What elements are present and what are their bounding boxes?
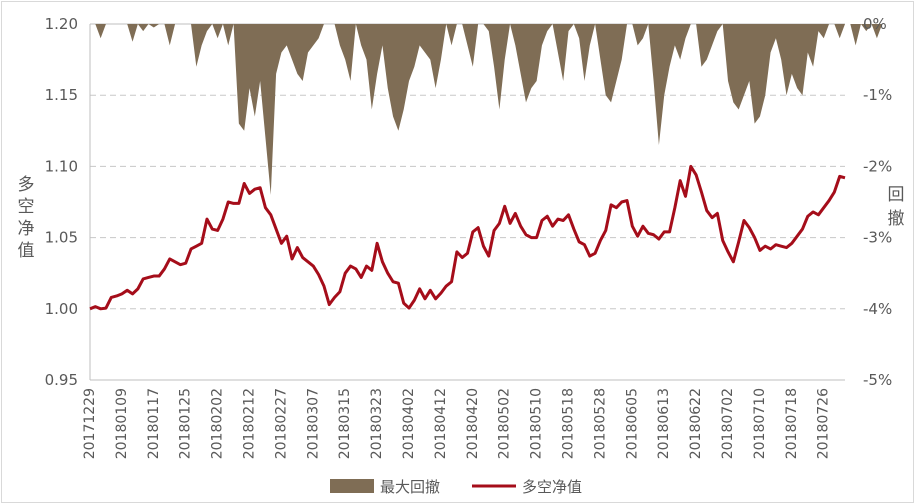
- nav-line-layer: [89, 164, 846, 311]
- x-tick-label: 20180202: [210, 388, 226, 459]
- legend: 最大回撤 多空净值: [330, 478, 582, 496]
- x-tick-label: 20180518: [561, 388, 577, 459]
- right-axis-label-char: 回: [888, 185, 905, 205]
- x-tick-label: 20180212: [242, 388, 258, 459]
- x-tick-label: 20180528: [592, 388, 608, 459]
- left-tick-label: 0.95: [45, 371, 78, 389]
- x-tick-label: 20180125: [178, 388, 194, 459]
- x-tick-label: 20180710: [752, 388, 768, 459]
- x-tick-label: 20180726: [816, 388, 832, 459]
- drawdown-area-layer: [90, 24, 888, 195]
- legend-drawdown-label: 最大回撤: [380, 478, 440, 496]
- x-tick-label: 20180323: [369, 388, 385, 459]
- right-tick-label: 0%: [863, 15, 887, 33]
- x-tick-label: 20180718: [784, 388, 800, 459]
- left-tick-label: 1.10: [45, 157, 78, 175]
- right-tick-label: -3%: [863, 229, 892, 247]
- left-tick-label: 1.05: [45, 229, 78, 247]
- x-tick-label: 20180702: [720, 388, 736, 459]
- x-tick-label: 20180109: [114, 388, 130, 459]
- left-axis-ticks: 0.95 1.00 1.05 1.10 1.15 1.20: [45, 15, 78, 389]
- x-tick-label: 20180613: [656, 388, 672, 459]
- x-tick-label: 20171229: [82, 388, 98, 459]
- nav-line: [89, 164, 846, 311]
- x-tick-label: 20180117: [146, 388, 162, 459]
- x-tick-label: 20180502: [497, 388, 513, 459]
- left-axis-label: 多空净值: [18, 175, 35, 261]
- left-tick-label: 1.20: [45, 15, 78, 33]
- right-tick-label: -5%: [863, 371, 892, 389]
- left-tick-label: 1.00: [45, 300, 78, 318]
- right-axis-label-char: 撤: [888, 209, 905, 229]
- x-tick-label: 20180412: [433, 388, 449, 459]
- x-axis-ticks: 20171229 20180109 20180117 20180125 20180202…: [82, 388, 832, 459]
- left-axis-label-char: 多: [18, 175, 35, 195]
- x-tick-label: 20180420: [465, 388, 481, 459]
- legend-nav-label: 多空净值: [522, 478, 582, 496]
- right-axis-label: 回撤: [888, 185, 905, 229]
- left-axis-label-char: 净: [18, 219, 35, 239]
- x-tick-label: 20180605: [624, 388, 640, 459]
- x-tick-label: 20180315: [337, 388, 353, 459]
- x-tick-label: 20180307: [305, 388, 321, 459]
- x-tick-label: 20180402: [401, 388, 417, 459]
- right-tick-label: -1%: [863, 86, 892, 104]
- drawdown-area: [90, 24, 888, 195]
- x-tick-label: 20180227: [273, 388, 289, 459]
- legend-drawdown-swatch: [330, 479, 374, 493]
- left-axis-label-char: 空: [18, 197, 35, 217]
- right-axis-ticks: -5% -4% -3% -2% -1% 0%: [863, 15, 892, 389]
- x-tick-label: 20180510: [529, 388, 545, 459]
- x-tick-label: 20180622: [688, 388, 704, 459]
- left-tick-label: 1.15: [45, 86, 78, 104]
- right-tick-label: -2%: [863, 157, 892, 175]
- right-tick-label: -4%: [863, 300, 892, 318]
- left-axis-label-char: 值: [18, 241, 35, 261]
